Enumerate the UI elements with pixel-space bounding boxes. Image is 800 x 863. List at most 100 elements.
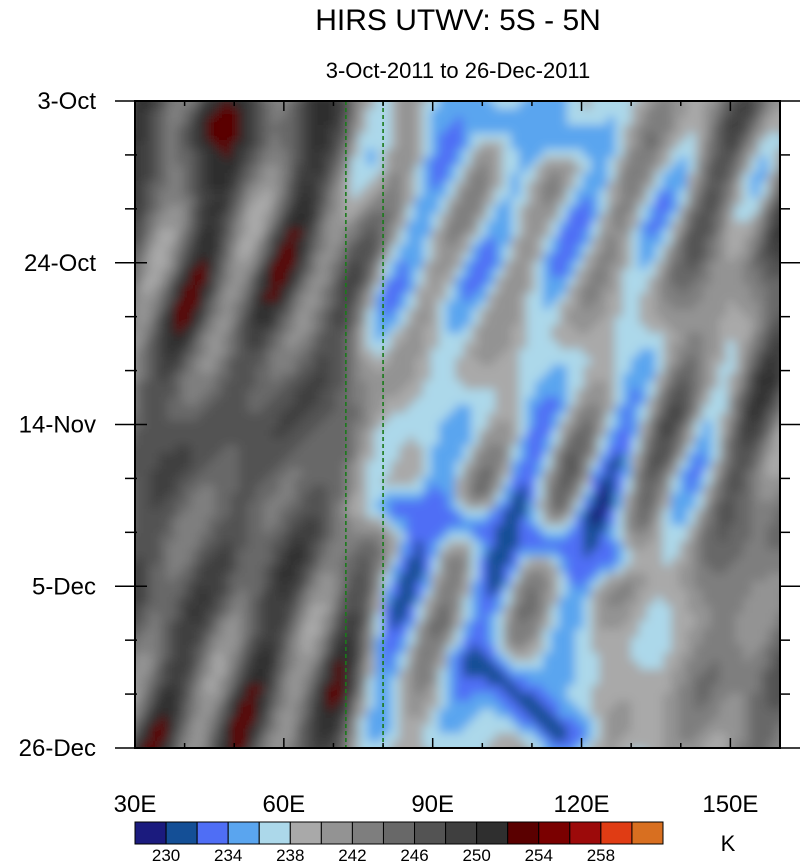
contour-cell — [623, 189, 632, 198]
contour-cell — [607, 333, 616, 342]
contour-cell — [287, 445, 296, 454]
contour-cell — [671, 189, 680, 198]
contour-cell — [399, 229, 408, 238]
contour-cell — [551, 405, 560, 414]
contour-cell — [135, 341, 144, 350]
contour-cell — [343, 549, 352, 558]
contour-cell — [247, 317, 256, 326]
contour-cell — [751, 261, 760, 270]
contour-cell — [711, 565, 720, 574]
contour-cell — [399, 429, 408, 438]
contour-cell — [631, 405, 640, 414]
contour-cell — [783, 501, 792, 510]
contour-cell — [295, 533, 304, 542]
contour-cell — [567, 149, 576, 158]
contour-cell — [551, 101, 560, 110]
contour-cell — [751, 509, 760, 518]
contour-cell — [399, 197, 408, 206]
contour-cell — [215, 237, 224, 246]
contour-cell — [583, 309, 592, 318]
contour-cell — [655, 197, 664, 206]
contour-cell — [679, 285, 688, 294]
contour-cell — [711, 357, 720, 366]
contour-cell — [599, 381, 608, 390]
contour-cell — [759, 173, 768, 182]
contour-cell — [143, 293, 152, 302]
contour-cell — [239, 365, 248, 374]
contour-cell — [295, 221, 304, 230]
contour-cell — [535, 213, 544, 222]
contour-cell — [663, 157, 672, 166]
contour-cell — [767, 253, 776, 262]
contour-cell — [607, 549, 616, 558]
contour-cell — [575, 277, 584, 286]
contour-cell — [351, 365, 360, 374]
contour-cell — [311, 421, 320, 430]
contour-cell — [183, 349, 192, 358]
contour-cell — [687, 125, 696, 134]
contour-cell — [447, 541, 456, 550]
contour-cell — [303, 525, 312, 534]
contour-cell — [375, 389, 384, 398]
contour-cell — [727, 157, 736, 166]
contour-cell — [311, 565, 320, 574]
contour-cell — [151, 141, 160, 150]
contour-cell — [399, 205, 408, 214]
contour-cell — [399, 309, 408, 318]
contour-cell — [671, 557, 680, 566]
contour-cell — [551, 189, 560, 198]
contour-cell — [463, 277, 472, 286]
contour-cell — [343, 229, 352, 238]
contour-cell — [279, 133, 288, 142]
contour-cell — [287, 565, 296, 574]
contour-cell — [151, 189, 160, 198]
contour-cell — [783, 437, 792, 446]
contour-cell — [495, 397, 504, 406]
contour-cell — [175, 277, 184, 286]
contour-cell — [607, 421, 616, 430]
contour-cell — [271, 477, 280, 486]
contour-cell — [151, 333, 160, 342]
contour-cell — [135, 269, 144, 278]
contour-cell — [535, 101, 544, 110]
contour-cell — [607, 357, 616, 366]
contour-cell — [199, 269, 208, 278]
contour-cell — [167, 365, 176, 374]
contour-cell — [623, 333, 632, 342]
contour-cell — [751, 309, 760, 318]
contour-cell — [207, 453, 216, 462]
contour-cell — [175, 469, 184, 478]
contour-cell — [439, 101, 448, 110]
contour-cell — [367, 237, 376, 246]
contour-cell — [183, 477, 192, 486]
contour-cell — [671, 477, 680, 486]
contour-cell — [743, 205, 752, 214]
contour-cell — [255, 509, 264, 518]
contour-cell — [663, 421, 672, 430]
contour-cell — [527, 181, 536, 190]
contour-cell — [479, 237, 488, 246]
contour-cell — [383, 293, 392, 302]
contour-cell — [287, 205, 296, 214]
contour-cell — [583, 197, 592, 206]
contour-cell — [215, 381, 224, 390]
contour-cell — [455, 285, 464, 294]
contour-cell — [399, 381, 408, 390]
contour-cell — [519, 381, 528, 390]
contour-cell — [607, 309, 616, 318]
contour-cell — [295, 133, 304, 142]
contour-cell — [471, 285, 480, 294]
contour-cell — [591, 373, 600, 382]
contour-cell — [719, 325, 728, 334]
contour-cell — [511, 565, 520, 574]
contour-cell — [431, 133, 440, 142]
contour-cell — [159, 181, 168, 190]
contour-cell — [359, 557, 368, 566]
contour-cell — [591, 221, 600, 230]
contour-cell — [199, 173, 208, 182]
contour-cell — [159, 301, 168, 310]
contour-cell — [559, 549, 568, 558]
contour-cell — [631, 125, 640, 134]
contour-cell — [167, 261, 176, 270]
contour-cell — [423, 293, 432, 302]
